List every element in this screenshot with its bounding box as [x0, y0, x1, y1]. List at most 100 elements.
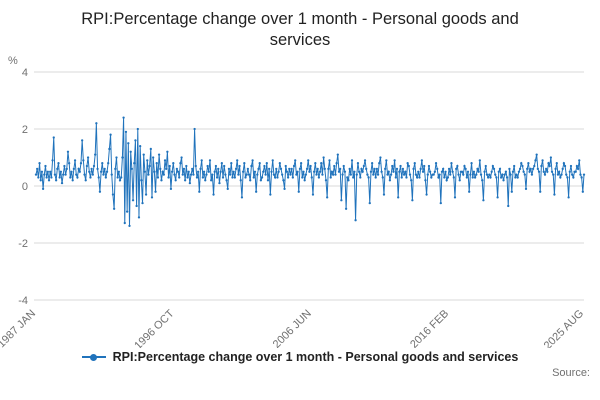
series-marker: [413, 162, 416, 165]
series-marker: [44, 165, 47, 168]
series-marker: [201, 176, 205, 179]
series-marker: [509, 173, 512, 176]
series-marker: [513, 165, 516, 168]
series-marker: [75, 173, 78, 176]
series-marker: [339, 168, 342, 171]
legend-dot-swatch: [90, 353, 98, 361]
series-marker: [153, 170, 156, 174]
series-marker: [569, 165, 573, 168]
series-marker: [136, 128, 139, 131]
y-axis-labels: % 4 2 0 -2 -4: [8, 55, 28, 307]
series-marker: [238, 165, 241, 168]
series-marker: [521, 165, 524, 168]
series-marker: [489, 176, 492, 179]
series-marker: [314, 162, 317, 165]
series-marker: [415, 176, 419, 179]
series-marker: [559, 176, 562, 179]
series-marker: [122, 116, 125, 119]
series-marker: [283, 187, 286, 191]
series-marker: [228, 173, 232, 176]
gridlines-group: [34, 71, 584, 301]
series-marker: [43, 173, 46, 176]
series-marker: [276, 176, 279, 179]
series-marker: [391, 165, 394, 168]
series-marker: [331, 173, 335, 176]
series-marker: [368, 202, 371, 205]
series-marker: [258, 162, 261, 165]
series-marker: [350, 159, 354, 162]
series-marker: [565, 173, 568, 176]
series-marker: [303, 179, 306, 182]
series-marker: [169, 187, 173, 191]
x-axis-labels: 1987 JAN 1996 OCT 2006 JUN 2016 FEB 2025 AUG: [0, 308, 586, 349]
series-marker: [221, 176, 225, 179]
series-marker: [355, 173, 358, 176]
series-marker: [70, 170, 73, 174]
y-tick-label: -4: [18, 295, 28, 307]
series-marker: [256, 173, 259, 176]
series-marker: [109, 133, 112, 137]
series-marker: [324, 179, 328, 182]
series-marker: [89, 176, 92, 179]
series-marker: [576, 168, 580, 171]
series-marker: [253, 170, 257, 174]
series-marker: [387, 170, 390, 174]
x-tick-label: 2006 JUN: [271, 308, 314, 348]
series-marker: [380, 170, 383, 174]
series-marker: [354, 219, 357, 222]
series-marker: [263, 165, 266, 168]
series-marker: [161, 170, 164, 174]
series-marker: [291, 176, 294, 179]
series-marker: [542, 170, 545, 174]
series-marker: [174, 179, 177, 182]
series-marker: [45, 176, 48, 179]
series-marker: [327, 168, 330, 171]
series-marker: [348, 168, 351, 171]
series-marker: [298, 168, 302, 171]
series-marker: [381, 176, 384, 179]
series-marker: [176, 170, 180, 174]
series-marker: [333, 165, 336, 168]
series-marker: [408, 173, 412, 176]
series-marker: [366, 173, 369, 176]
series-marker: [67, 162, 71, 165]
series-marker: [342, 165, 345, 168]
series-marker: [195, 176, 199, 179]
series-marker: [230, 162, 233, 165]
series-marker: [475, 173, 478, 176]
series-marker: [550, 170, 554, 174]
series-marker: [329, 176, 332, 179]
series-marker: [556, 173, 560, 176]
series-marker: [187, 170, 190, 174]
series-marker: [534, 159, 537, 162]
series-marker: [479, 173, 483, 176]
series-marker: [239, 179, 242, 182]
series-marker: [243, 162, 246, 165]
x-tick-label: 1996 OCT: [132, 308, 177, 349]
series-marker: [341, 173, 344, 176]
chart-title: RPI:Percentage change over 1 month - Per…: [81, 10, 519, 49]
series-marker: [388, 179, 392, 182]
series-marker: [420, 159, 423, 162]
series-marker: [273, 176, 277, 179]
legend-item[interactable]: RPI:Percentage change over 1 month - Per…: [0, 350, 600, 364]
series-marker: [98, 190, 102, 194]
series-marker: [544, 168, 548, 171]
series-marker: [200, 159, 203, 162]
series-marker: [495, 176, 498, 179]
series-marker: [476, 168, 479, 171]
series-marker: [574, 170, 577, 174]
series-marker: [58, 176, 61, 179]
series-marker: [140, 179, 143, 182]
series-marker: [540, 165, 543, 168]
series-marker: [130, 168, 134, 171]
series-marker: [290, 168, 293, 171]
series-marker: [439, 202, 442, 205]
series-marker: [117, 170, 120, 174]
series-marker: [496, 196, 499, 199]
series-marker: [464, 168, 467, 171]
series-marker: [337, 170, 341, 174]
series-marker: [213, 170, 216, 174]
series-marker: [111, 193, 115, 196]
series-marker: [522, 170, 525, 174]
